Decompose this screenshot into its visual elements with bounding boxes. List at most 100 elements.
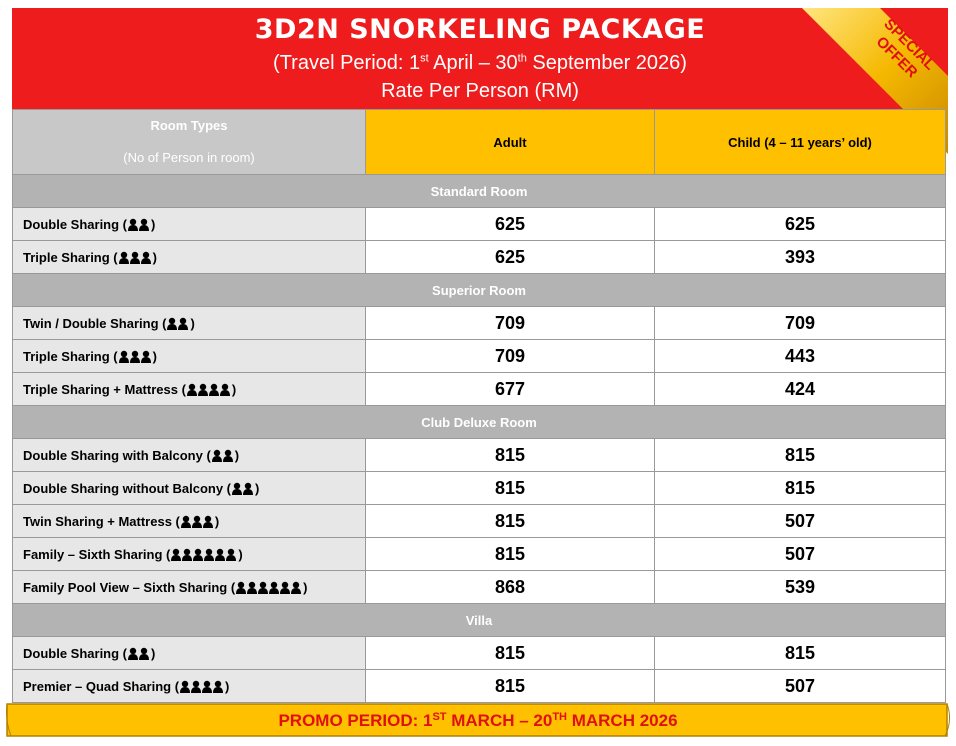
adult-rate: 709 (365, 339, 655, 373)
people-icon (186, 383, 230, 396)
room-label-end: ) (214, 513, 220, 529)
people-icon (180, 680, 224, 693)
child-rate: 815 (654, 636, 946, 670)
subtitle-sup: th (517, 52, 527, 65)
section-name: Superior Room (12, 273, 946, 307)
header-cell: Adult (365, 109, 655, 175)
child-rate: 539 (654, 570, 946, 604)
header-cell: Room Types (No of Person in room) (12, 109, 366, 175)
room-label-end: ) (255, 480, 260, 496)
promo-text: PROMO PERIOD: 1ST MARCH – 20TH MARCH 202… (278, 711, 677, 730)
room-label: Double Sharing without Balcony ( (23, 480, 231, 496)
child-rate: 507 (654, 504, 946, 538)
room-label-end: ) (234, 447, 240, 463)
room-label: Family Pool View – Sixth Sharing ( (23, 579, 236, 595)
room-label-end: ) (231, 381, 237, 397)
promo-banner: PROMO PERIOD: 1ST MARCH – 20TH MARCH 202… (6, 703, 951, 737)
promo-curl (944, 703, 951, 737)
room-label-cell: Twin Sharing + Mattress () (12, 504, 366, 538)
adult-rate: 868 (365, 570, 655, 604)
room-label-end: ) (151, 216, 156, 232)
room-label-cell: Double Sharing () (12, 207, 366, 241)
child-rate: 507 (654, 669, 946, 703)
header-text: Room Types (150, 118, 228, 133)
room-row: Double Sharing without Balcony () 815 815 (12, 471, 946, 505)
people-icon (167, 317, 189, 330)
adult-rate: 815 (365, 438, 655, 472)
subtitle: (Travel Period: 1st April – 30th Septemb… (12, 52, 948, 75)
room-label: Premier – Quad Sharing ( (23, 678, 180, 694)
room-row: Double Sharing with Balcony () 815 815 (12, 438, 946, 472)
adult-rate: 625 (365, 240, 655, 274)
header-note: (No of Person in room) (123, 150, 255, 165)
subtitle-part: September 2026) (526, 52, 687, 74)
room-label: Double Sharing ( (23, 645, 127, 661)
room-row: Twin Sharing + Mattress () 815 507 (12, 504, 946, 538)
adult-rate: 815 (365, 537, 655, 571)
child-rate: 625 (654, 207, 946, 241)
promo-bg (6, 703, 948, 737)
child-rate: 815 (654, 471, 946, 505)
room-label: Triple Sharing + Mattress ( (23, 381, 186, 397)
promo-part: MARCH 2026 (567, 711, 678, 730)
people-icon (232, 482, 253, 495)
room-label: Double Sharing with Balcony ( (23, 447, 211, 463)
adult-rate: 625 (365, 207, 655, 241)
rate-table: Room Types (No of Person in room) Adult C… (12, 109, 946, 703)
section-name: Villa (12, 603, 946, 637)
adult-rate: 677 (365, 372, 655, 406)
subtitle-sup: st (420, 52, 429, 65)
people-icon (171, 548, 237, 561)
room-row: Twin / Double Sharing () 709 709 (12, 306, 946, 340)
people-icon (118, 251, 151, 264)
child-rate: 393 (654, 240, 946, 274)
room-label-end: ) (303, 579, 308, 595)
section-row: Superior Room (12, 273, 946, 307)
room-label-cell: Double Sharing () (12, 636, 366, 670)
rate-note: Rate Per Person (RM) (381, 80, 579, 102)
adult-rate: 815 (365, 669, 655, 703)
room-row: Triple Sharing + Mattress () 677 424 (12, 372, 946, 406)
people-icon (128, 647, 149, 660)
child-rate: 424 (654, 372, 946, 406)
section-row: Club Deluxe Room (12, 405, 946, 439)
people-icon (128, 218, 149, 231)
promo-part: PROMO PERIOD: 1 (278, 711, 432, 730)
room-label: Triple Sharing ( (23, 348, 118, 364)
child-rate: 709 (654, 306, 946, 340)
room-label: Twin / Double Sharing ( (23, 315, 167, 331)
header: 3D2N SNORKELING PACKAGE (Travel Period: … (12, 8, 948, 109)
subtitle-part: (Travel Period: 1 (273, 52, 421, 74)
room-row: Triple Sharing () 709 443 (12, 339, 946, 373)
room-label-cell: Family Pool View – Sixth Sharing () (12, 570, 366, 604)
room-label: Family – Sixth Sharing ( (23, 546, 171, 562)
room-row: Double Sharing () 815 815 (12, 636, 946, 670)
room-row: Triple Sharing () 625 393 (12, 240, 946, 274)
room-label-cell: Triple Sharing () (12, 240, 366, 274)
room-label-end: ) (225, 678, 230, 694)
child-rate: 443 (654, 339, 946, 373)
room-label-cell: Premier – Quad Sharing () (12, 669, 366, 703)
adult-rate: 815 (365, 471, 655, 505)
header-cell: Child (4 – 11 years’ old) (654, 109, 946, 175)
room-label-cell: Double Sharing with Balcony () (12, 438, 366, 472)
room-label-cell: Twin / Double Sharing () (12, 306, 366, 340)
adult-rate: 815 (365, 636, 655, 670)
room-label: Double Sharing ( (23, 216, 127, 232)
room-label-end: ) (152, 249, 157, 265)
room-label-cell: Triple Sharing () (12, 339, 366, 373)
room-label-cell: Triple Sharing + Mattress () (12, 372, 366, 406)
people-icon (180, 515, 213, 528)
adult-rate: 709 (365, 306, 655, 340)
room-label: Twin Sharing + Mattress ( (23, 513, 180, 529)
room-row: Double Sharing () 625 625 (12, 207, 946, 241)
subtitle-part: April – 30 (428, 52, 518, 74)
promo-sup: ST (432, 711, 446, 723)
section-name: Standard Room (12, 174, 946, 208)
child-rate: 507 (654, 537, 946, 571)
promo-part: MARCH – 20 (447, 711, 553, 730)
section-name: Club Deluxe Room (12, 405, 946, 439)
section-row: Standard Room (12, 174, 946, 208)
adult-rate: 815 (365, 504, 655, 538)
